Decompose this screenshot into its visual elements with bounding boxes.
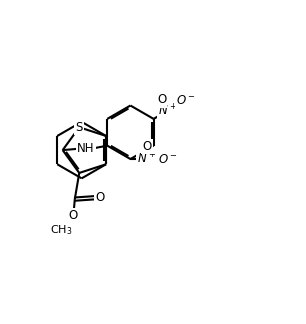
Text: CH$_3$: CH$_3$ [50,224,73,237]
Text: $N^+$: $N^+$ [158,103,177,118]
Text: NH: NH [77,142,95,155]
Text: S: S [76,121,83,134]
Text: O: O [95,191,104,204]
Text: $N^+$: $N^+$ [137,151,156,167]
Text: $O^-$: $O^-$ [158,153,177,166]
Text: O: O [69,209,78,222]
Text: O: O [142,140,151,153]
Text: O: O [157,93,166,106]
Text: $O^-$: $O^-$ [176,94,196,107]
